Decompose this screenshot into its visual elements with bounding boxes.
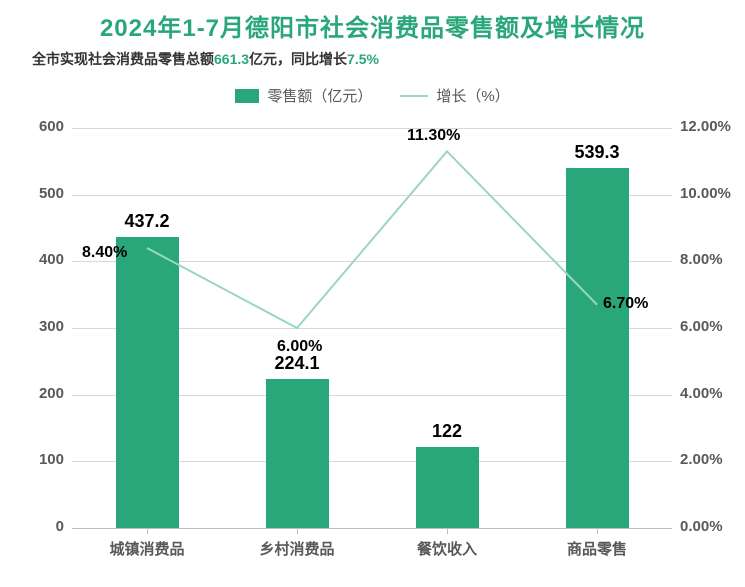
left-axis-tick: 600 xyxy=(39,118,64,135)
right-axis-tick: 4.00% xyxy=(680,385,723,402)
line-value-label: 6.00% xyxy=(277,338,322,356)
legend-swatch-line xyxy=(400,95,428,97)
category-label: 乡村消费品 xyxy=(222,538,372,559)
line-value-label: 6.70% xyxy=(603,295,648,313)
right-axis-tick: 2.00% xyxy=(680,451,723,468)
left-axis-tick: 200 xyxy=(39,385,64,402)
x-axis-line xyxy=(72,528,672,529)
left-axis-tick: 400 xyxy=(39,251,64,268)
x-tick xyxy=(447,528,448,534)
growth-line xyxy=(72,128,672,528)
right-axis-tick: 6.00% xyxy=(680,318,723,335)
subtitle-mid: 亿元，同比增长 xyxy=(249,51,347,67)
right-axis-tick: 12.00% xyxy=(680,118,731,135)
left-axis-tick: 500 xyxy=(39,185,64,202)
legend-item-bar: 零售额（亿元） xyxy=(235,85,372,106)
legend: 零售额（亿元） 增长（%） xyxy=(0,85,745,106)
category-label: 餐饮收入 xyxy=(372,538,522,559)
line-value-label: 11.30% xyxy=(407,127,460,145)
subtitle-growth-value: 7.5% xyxy=(347,51,379,67)
chart-plot-area: 01002003004005006000.00%2.00%4.00%6.00%8… xyxy=(72,128,672,528)
right-axis-tick: 8.00% xyxy=(680,251,723,268)
x-tick xyxy=(297,528,298,534)
left-axis-tick: 300 xyxy=(39,318,64,335)
right-axis-tick: 0.00% xyxy=(680,518,723,535)
right-axis-tick: 10.00% xyxy=(680,185,731,202)
x-tick xyxy=(147,528,148,534)
legend-label-bar: 零售额（亿元） xyxy=(267,85,372,106)
chart-title: 2024年1-7月德阳市社会消费品零售额及增长情况 xyxy=(0,0,745,43)
legend-swatch-bar xyxy=(235,89,259,103)
line-value-label: 8.40% xyxy=(82,244,127,262)
category-label: 商品零售 xyxy=(522,538,672,559)
x-tick xyxy=(597,528,598,534)
legend-item-line: 增长（%） xyxy=(400,85,509,106)
subtitle-total-value: 661.3 xyxy=(214,51,249,67)
left-axis-tick: 100 xyxy=(39,451,64,468)
left-axis-tick: 0 xyxy=(56,518,64,535)
legend-label-line: 增长（%） xyxy=(436,85,509,106)
category-label: 城镇消费品 xyxy=(72,538,222,559)
subtitle-prefix: 全市实现社会消费品零售总额 xyxy=(32,51,214,67)
chart-subtitle: 全市实现社会消费品零售总额661.3亿元，同比增长7.5% xyxy=(0,49,745,69)
